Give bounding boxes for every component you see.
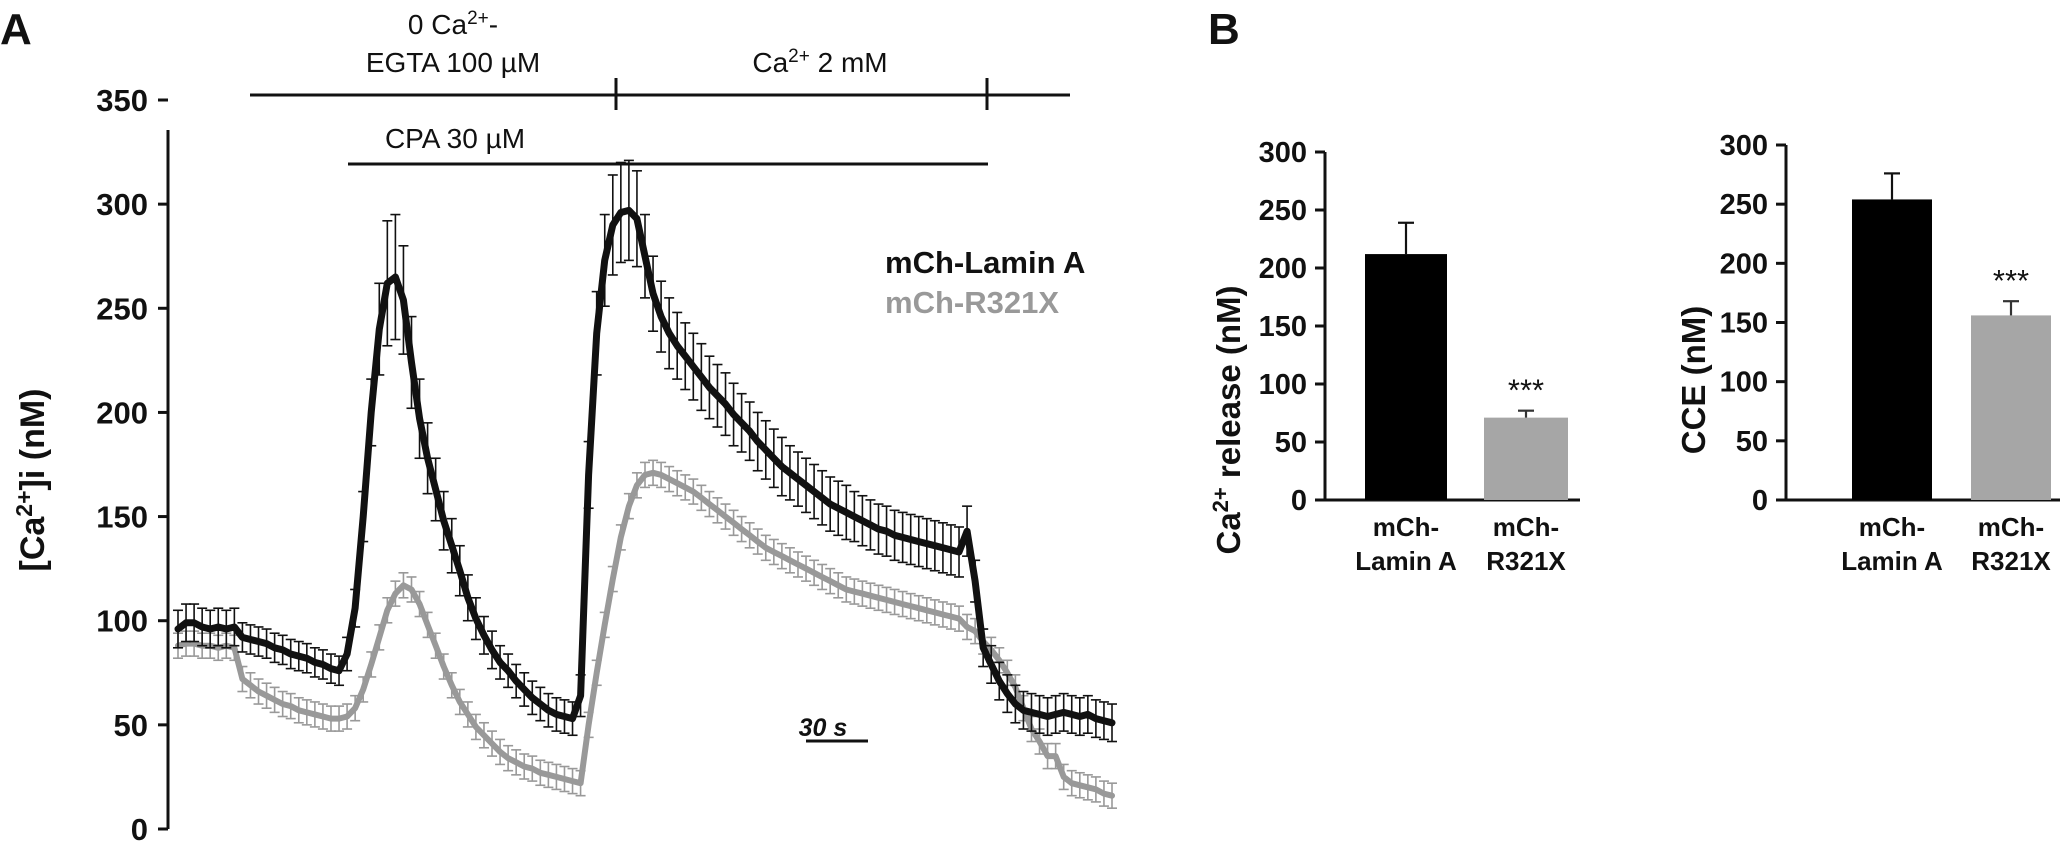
panel-b-release-chart: 0 50 100 150 200 250 300 mCh- Lamin A *** mCh- R321… bbox=[1259, 137, 1580, 576]
cce-y-tick-label: 100 bbox=[1720, 367, 1768, 399]
panel-a-y-tick-label: 0 bbox=[131, 812, 148, 842]
cce-category-label: R321X bbox=[1971, 546, 2051, 576]
cce-y-tick-label: 200 bbox=[1720, 248, 1768, 280]
legend-r321x: mCh-R321X bbox=[885, 285, 1059, 320]
cce-category-label: Lamin A bbox=[1841, 546, 1943, 576]
panel-label-a: A bbox=[0, 5, 32, 54]
release-bar-r321x bbox=[1484, 417, 1568, 500]
panel-b-cce-y-label: CCE (nM) bbox=[1675, 306, 1712, 454]
trace-r321x bbox=[175, 469, 1115, 799]
release-y-tick-label: 150 bbox=[1259, 311, 1307, 343]
legend-lamin-a: mCh-Lamin A bbox=[885, 245, 1085, 280]
cce-y-tick-label: 50 bbox=[1736, 426, 1768, 458]
release-y-tick-label: 50 bbox=[1275, 427, 1307, 459]
release-bar-lamin-a bbox=[1365, 254, 1447, 500]
panel-a-y-tick-label: 350 bbox=[96, 83, 148, 118]
panel-a-y-tick-label: 150 bbox=[96, 500, 148, 535]
panel-a-y-tick-label: 100 bbox=[96, 604, 148, 639]
release-y-tick-label: 0 bbox=[1291, 485, 1307, 517]
phase2-label: Ca2+ 2 mM bbox=[752, 46, 887, 78]
panel-a-plot-area bbox=[173, 159, 1117, 809]
protocol-annotation: 0 Ca2+- EGTA 100 µM Ca2+ 2 mM CPA 30 µM bbox=[250, 8, 1070, 166]
release-category-label: mCh- bbox=[1493, 512, 1559, 542]
cce-bar-r321x bbox=[1971, 315, 2051, 500]
panel-label-b: B bbox=[1208, 5, 1240, 54]
cce-y-tick-label: 0 bbox=[1752, 485, 1768, 517]
panel-a-y-axis-label: [Ca2+]i (nM) bbox=[11, 389, 52, 572]
panel-a-y-tick-label: 250 bbox=[96, 291, 148, 326]
panel-a-y-tick-label: 300 bbox=[96, 187, 148, 222]
release-category-label: Lamin A bbox=[1355, 546, 1457, 576]
release-y-tick-label: 100 bbox=[1259, 369, 1307, 401]
release-y-tick-label: 200 bbox=[1259, 253, 1307, 285]
panel-a-y-tick-label: 200 bbox=[96, 395, 148, 430]
release-category-label: R321X bbox=[1486, 546, 1566, 576]
panel-b-release-y-label: Ca2+ release (nM) bbox=[1208, 285, 1247, 554]
cce-y-tick-label: 250 bbox=[1720, 189, 1768, 221]
cce-y-tick-label: 300 bbox=[1720, 130, 1768, 162]
cce-category-label: mCh- bbox=[1859, 512, 1925, 542]
scale-bar-label: 30 s bbox=[799, 714, 848, 742]
panel-b-cce-chart: 0 50 100 150 200 250 300 mCh- Lamin A *** mCh- R321… bbox=[1720, 130, 2060, 576]
release-significance-marker: *** bbox=[1508, 373, 1544, 408]
cce-bar-lamin-a bbox=[1852, 199, 1932, 500]
series-r321x bbox=[173, 459, 1117, 809]
trace-lamin-a bbox=[174, 206, 1116, 727]
cce-significance-marker: *** bbox=[1993, 263, 2029, 298]
panel-a-y-tick-label: 50 bbox=[114, 708, 148, 743]
phase1-label-line1: 0 Ca2+- bbox=[408, 8, 498, 40]
series-lamin-a bbox=[173, 159, 1117, 743]
phase1-label-line2: EGTA 100 µM bbox=[366, 47, 540, 78]
release-y-tick-label: 300 bbox=[1259, 137, 1307, 169]
release-category-label: mCh- bbox=[1373, 512, 1439, 542]
release-y-tick-label: 250 bbox=[1259, 195, 1307, 227]
panel-a-y-ticks: 0 50 100 150 200 250 300 350 bbox=[96, 83, 168, 842]
drug-label: CPA 30 µM bbox=[385, 123, 525, 154]
cce-y-tick-label: 150 bbox=[1720, 308, 1768, 340]
cce-category-label: mCh- bbox=[1978, 512, 2044, 542]
